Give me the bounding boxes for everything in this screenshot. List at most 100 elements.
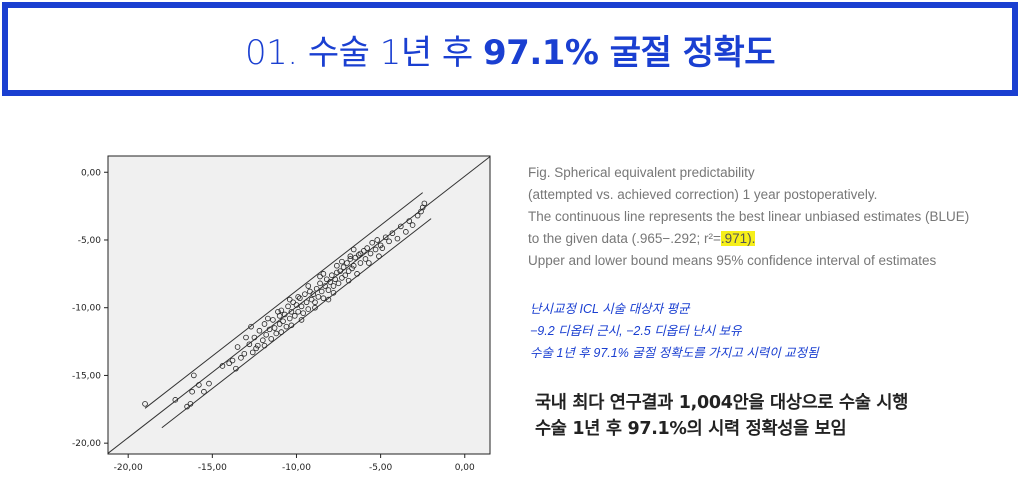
data-point [308, 296, 315, 303]
data-point [196, 382, 202, 388]
data-point [367, 250, 374, 257]
data-point [347, 256, 354, 262]
data-point [263, 332, 269, 338]
data-point [142, 401, 148, 407]
data-point [256, 327, 263, 334]
title-prefix: 01. 수술 1년 후 [244, 32, 473, 73]
data-point [285, 303, 291, 310]
data-point [261, 342, 268, 349]
data-point [184, 403, 190, 410]
data-point [276, 321, 283, 327]
data-point [288, 322, 295, 329]
data-point [350, 246, 357, 253]
data-point [275, 308, 281, 315]
data-point [312, 299, 318, 306]
caption-text: to the given data (.965−.292; r²= [528, 231, 721, 246]
data-point [339, 258, 345, 265]
summary-line: 수술 1년 후 97.1%의 시력 정확성을 보임 [535, 419, 847, 439]
data-point [189, 388, 195, 395]
data-point [354, 271, 360, 277]
data-point [325, 296, 332, 303]
data-point [172, 397, 179, 403]
y-tick-label: -15,00 [72, 371, 101, 381]
data-point [394, 235, 401, 242]
data-point [330, 290, 337, 296]
y-tick-label: -20,00 [72, 439, 101, 449]
data-point [251, 334, 258, 341]
data-point [386, 238, 392, 245]
data-point [260, 337, 266, 344]
data-point [286, 315, 293, 322]
data-point [374, 237, 381, 243]
figure-caption: Fig. Spherical equivalent predictability… [528, 162, 1018, 272]
data-point [313, 285, 320, 292]
data-point [297, 295, 303, 302]
page-title: 01. 수술 1년 후 97.1% 굴절 정확도 [244, 25, 776, 74]
data-point [283, 323, 290, 330]
data-point [234, 344, 241, 350]
data-point [369, 239, 376, 246]
data-point [357, 260, 364, 266]
data-point [229, 357, 236, 364]
data-point [342, 272, 349, 278]
data-point [327, 279, 333, 285]
y-tick-label: 0,00 [81, 168, 101, 178]
data-point [349, 265, 355, 272]
data-point [345, 268, 352, 274]
data-point [406, 218, 413, 224]
data-point [273, 330, 280, 337]
data-point [317, 280, 323, 287]
x-tick-label: 0,00 [455, 463, 475, 473]
data-point [307, 288, 313, 295]
data-point [347, 253, 354, 260]
x-tick-label: -15,00 [198, 463, 227, 473]
data-point [340, 264, 347, 270]
data-point [286, 296, 293, 303]
lower-bound-line [161, 218, 432, 429]
data-point [265, 315, 271, 322]
data-point [352, 254, 359, 261]
data-point [295, 308, 301, 315]
data-point [355, 252, 362, 258]
caption-line: Upper and lower bound means 95% confiden… [528, 253, 937, 268]
summary-block: 국내 최다 연구결과 1,004안을 대상으로 수술 시행 수술 1년 후 97… [535, 390, 1015, 442]
data-point [298, 317, 305, 323]
data-point [201, 388, 207, 395]
data-point [372, 246, 379, 253]
study-notes: 난시교정 ICL 시술 대상자 평균 −9.2 디옵터 근시, −2.5 디옵터… [530, 298, 1010, 364]
data-point [409, 222, 416, 228]
data-point [238, 355, 244, 361]
data-point [366, 260, 372, 266]
data-point [335, 280, 342, 287]
data-point [344, 260, 350, 266]
data-point [421, 200, 428, 207]
x-tick-label: -10,00 [282, 463, 311, 473]
chart-svg: 0,00 -5,00 -10,00 -15,00 -20,00 -20,00 -15,00… [72, 155, 491, 473]
data-point [318, 288, 325, 295]
data-point [243, 334, 249, 341]
data-point [268, 336, 275, 342]
note-line: 수술 1년 후 97.1% 굴절 정확도를 가지고 시력이 교정됨 [530, 346, 819, 360]
data-point [320, 271, 327, 277]
data-point [305, 283, 312, 289]
caption-line: Fig. Spherical equivalent predictability [528, 165, 755, 180]
data-point [191, 372, 197, 379]
data-point [300, 310, 307, 316]
data-point [334, 269, 340, 276]
data-point [357, 250, 364, 257]
data-point [414, 212, 421, 219]
summary-line: 국내 최다 연구결과 1,004안을 대상으로 수술 시행 [535, 393, 909, 413]
scatter-chart: 0,00 -5,00 -10,00 -15,00 -20,00 -20,00 -15,00… [60, 150, 500, 480]
data-points [142, 200, 428, 410]
data-point [293, 302, 300, 308]
data-point [389, 230, 396, 237]
data-point [288, 308, 295, 315]
data-point [329, 272, 335, 278]
data-point [253, 345, 259, 352]
x-axis: -20,00 -15,00 -10,00 -5,00 0,00 [114, 454, 475, 473]
title-emphasis: 97.1% 굴절 정확도 [483, 32, 776, 73]
data-point [249, 349, 256, 356]
data-point [302, 291, 308, 297]
note-line: −9.2 디옵터 근시, −2.5 디옵터 난시 보유 [530, 324, 742, 338]
caption-line: to the given data (.965−.292; r²=.971). [528, 228, 1018, 250]
